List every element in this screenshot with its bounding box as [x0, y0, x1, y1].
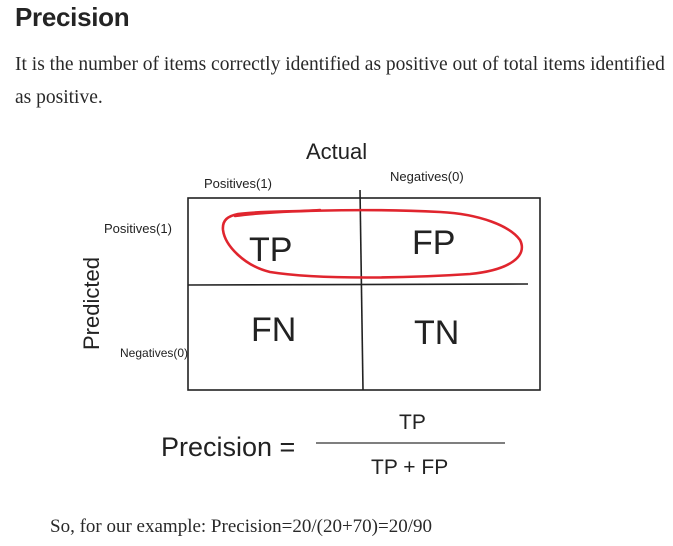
confusion-matrix-diagram: Actual Positives(1) Negatives(0) Positiv…: [79, 139, 541, 479]
example-caption: So, for our example: Precision=20/(20+70…: [50, 516, 433, 537]
predicted-label: Predicted: [79, 257, 104, 350]
formula-numerator: TP: [399, 411, 426, 434]
cell-tp: TP: [249, 231, 292, 269]
actual-label: Actual: [306, 139, 367, 164]
confusion-matrix-figure: Actual Positives(1) Negatives(0) Positiv…: [60, 128, 580, 493]
col-header-negatives: Negatives(0): [390, 169, 464, 184]
precision-description: It is the number of items correctly iden…: [15, 54, 665, 108]
col-header-positives: Positives(1): [204, 176, 272, 191]
row-header-negatives: Negatives(0): [120, 346, 188, 360]
highlight-loop: [221, 208, 524, 279]
page-title: Precision: [15, 2, 130, 32]
cell-fp: FP: [412, 224, 455, 262]
formula-denominator: TP + FP: [371, 456, 448, 479]
row-header-positives: Positives(1): [104, 221, 172, 236]
formula-lhs: Precision =: [161, 432, 295, 462]
matrix-grid: [187, 189, 541, 391]
cell-tn: TN: [414, 314, 459, 352]
cell-fn: FN: [251, 311, 296, 349]
